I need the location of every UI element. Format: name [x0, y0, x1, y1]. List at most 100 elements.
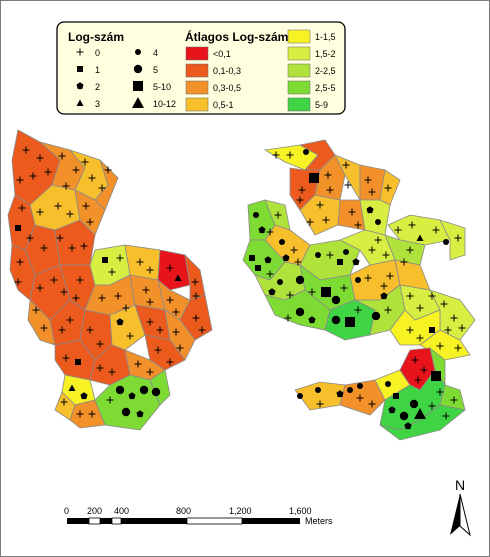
- scale-tick-label: 0: [64, 506, 69, 516]
- plus-marker: [364, 176, 372, 184]
- plus-marker: [166, 264, 174, 272]
- plus-marker: [450, 314, 458, 322]
- plus-marker: [146, 266, 154, 274]
- plus-marker: [272, 151, 280, 159]
- plus-marker: [296, 196, 304, 204]
- plus-marker: [306, 218, 314, 226]
- pentagon-marker: [80, 392, 88, 400]
- circle-small-marker: [375, 219, 381, 225]
- plus-marker: [286, 151, 294, 159]
- plus-marker: [60, 288, 68, 296]
- circle-marker: [331, 315, 341, 325]
- plus-marker: [166, 296, 174, 304]
- zone: [27, 299, 56, 346]
- plus-marker: [156, 326, 164, 334]
- zone: [109, 304, 146, 351]
- triangle-small-marker: [174, 274, 182, 281]
- plus-marker: [436, 342, 444, 350]
- pentagon-marker: [336, 390, 344, 398]
- scale-tick-label: 1,200: [229, 506, 252, 516]
- plus-marker: [58, 152, 66, 160]
- circle-small-marker: [347, 387, 353, 393]
- circle-marker: [139, 385, 149, 395]
- plus-marker: [356, 394, 364, 402]
- plus-marker: [26, 234, 34, 242]
- square-small-marker: [393, 393, 399, 399]
- plus-marker: [62, 354, 70, 362]
- circle-small-marker: [253, 212, 259, 218]
- plus-marker: [444, 326, 452, 334]
- plus-marker: [348, 208, 356, 216]
- zone: [379, 404, 466, 441]
- square-small-marker: [255, 265, 261, 271]
- plus-marker: [368, 246, 376, 254]
- plus-marker: [340, 284, 348, 292]
- plus-marker: [86, 326, 94, 334]
- square-small-marker: [249, 255, 255, 261]
- plus-marker: [458, 324, 466, 332]
- legend: Log-szám Átlagos Log-szám 0 1 2 3 4 5 5-10 10-1…: [56, 21, 346, 115]
- square-large-marker: [133, 81, 143, 91]
- plus-marker: [386, 272, 394, 280]
- plus-marker: [86, 218, 94, 226]
- scale-unit-label: Meters: [305, 516, 333, 526]
- plus-marker: [414, 376, 422, 384]
- east-parcel: [242, 139, 476, 441]
- plus-marker: [81, 158, 89, 166]
- plus-marker: [36, 154, 44, 162]
- plus-marker: [416, 304, 424, 312]
- square-small-marker: [75, 359, 81, 365]
- pentagon-marker: [352, 258, 360, 266]
- legend-avg-label: 0,5-1: [213, 100, 234, 110]
- plus-marker: [428, 402, 436, 410]
- circle-marker: [115, 385, 125, 395]
- north-label: N: [455, 477, 465, 493]
- circle-marker: [151, 387, 161, 397]
- legend-swatch: [185, 97, 209, 112]
- legend-avg-label: 2-2,5: [315, 66, 336, 76]
- circle-small-marker: [357, 383, 363, 389]
- plus-marker: [450, 396, 458, 404]
- legend-avg-label: 2,5-5: [315, 83, 336, 93]
- plus-marker: [62, 182, 70, 190]
- scale-bar: 0 200 400 800 1,200 1,600 Meters: [64, 506, 333, 526]
- triangle-small-marker: [416, 234, 424, 241]
- plus-marker: [382, 251, 390, 259]
- circle-marker: [399, 411, 409, 421]
- scale-tick-label: 1,600: [289, 506, 312, 516]
- circle-marker: [331, 295, 341, 305]
- square-large-marker: [431, 371, 441, 381]
- plus-marker: [50, 276, 58, 284]
- plus-marker: [374, 236, 382, 244]
- plus-marker: [400, 258, 408, 266]
- circle-small-marker: [315, 252, 321, 258]
- plus-marker: [108, 368, 116, 376]
- triangle-small-marker: [76, 99, 84, 106]
- plus-marker: [191, 278, 199, 286]
- plus-marker: [166, 358, 174, 366]
- plus-marker: [198, 326, 206, 334]
- square-large-marker: [309, 173, 319, 183]
- plus-marker: [316, 201, 324, 209]
- legend-swatch: [287, 63, 311, 78]
- plus-marker: [54, 202, 62, 210]
- plus-marker: [122, 304, 130, 312]
- legend-swatch: [185, 63, 209, 78]
- plus-marker: [88, 174, 96, 182]
- plus-marker: [36, 284, 44, 292]
- plus-marker: [108, 268, 116, 276]
- plus-marker: [82, 202, 90, 210]
- plus-marker: [72, 166, 80, 174]
- plus-marker: [416, 334, 424, 342]
- circle-small-marker: [343, 249, 349, 255]
- plus-marker: [408, 221, 416, 229]
- legend-swatch: [287, 29, 311, 44]
- legend-avg-label: 0,1-0,3: [213, 66, 241, 76]
- legend-swatch: [185, 80, 209, 95]
- legend-avg-label: 5-9: [315, 100, 328, 110]
- plus-marker: [80, 242, 88, 250]
- circle-marker: [295, 307, 305, 317]
- plus-marker: [192, 314, 200, 322]
- plus-marker: [32, 306, 40, 314]
